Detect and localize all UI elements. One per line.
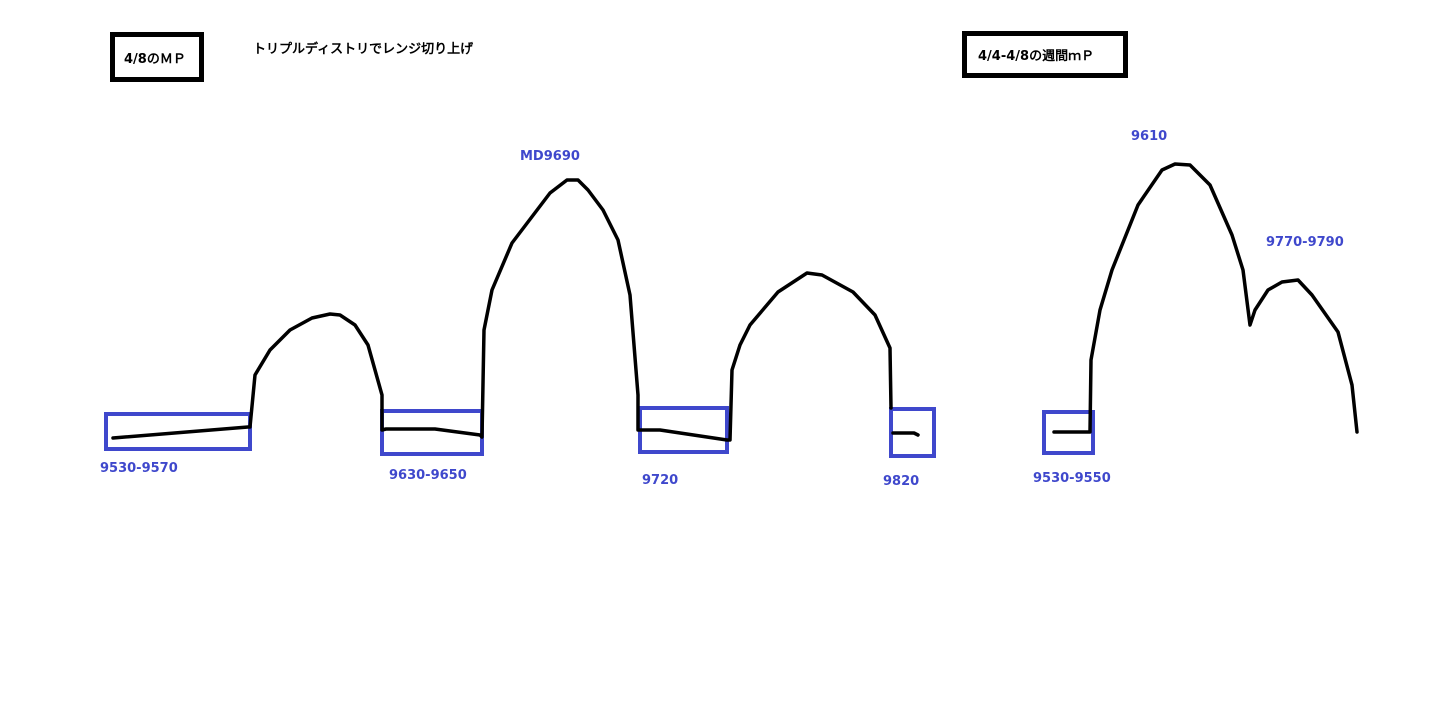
label-9530-9550: 9530-9550 (1033, 471, 1111, 486)
label-9630-9650: 9630-9650 (389, 468, 467, 483)
right-title-box (962, 31, 1128, 78)
daily-profile-tail (891, 431, 920, 437)
range-box-9530-9550 (1042, 410, 1095, 455)
range-box-9530-9570 (104, 412, 252, 451)
left-note: トリプルディストリでレンジ切り上げ (253, 42, 474, 57)
label-9530-9570: 9530-9570 (100, 461, 178, 476)
label-9770-9790: 9770-9790 (1266, 235, 1344, 250)
range-box-9820 (889, 407, 936, 458)
daily-profile-line (111, 178, 893, 442)
left-title: 4/8のＭＰ (124, 52, 186, 67)
label-md9690: MD9690 (520, 149, 580, 164)
label-9820: 9820 (883, 474, 920, 489)
right-title: 4/4-4/8の週間ｍＰ (978, 49, 1095, 64)
label-9610: 9610 (1131, 129, 1168, 144)
left-title-box (110, 32, 204, 82)
weekly-profile-line (1052, 162, 1359, 434)
label-9720: 9720 (642, 473, 679, 488)
